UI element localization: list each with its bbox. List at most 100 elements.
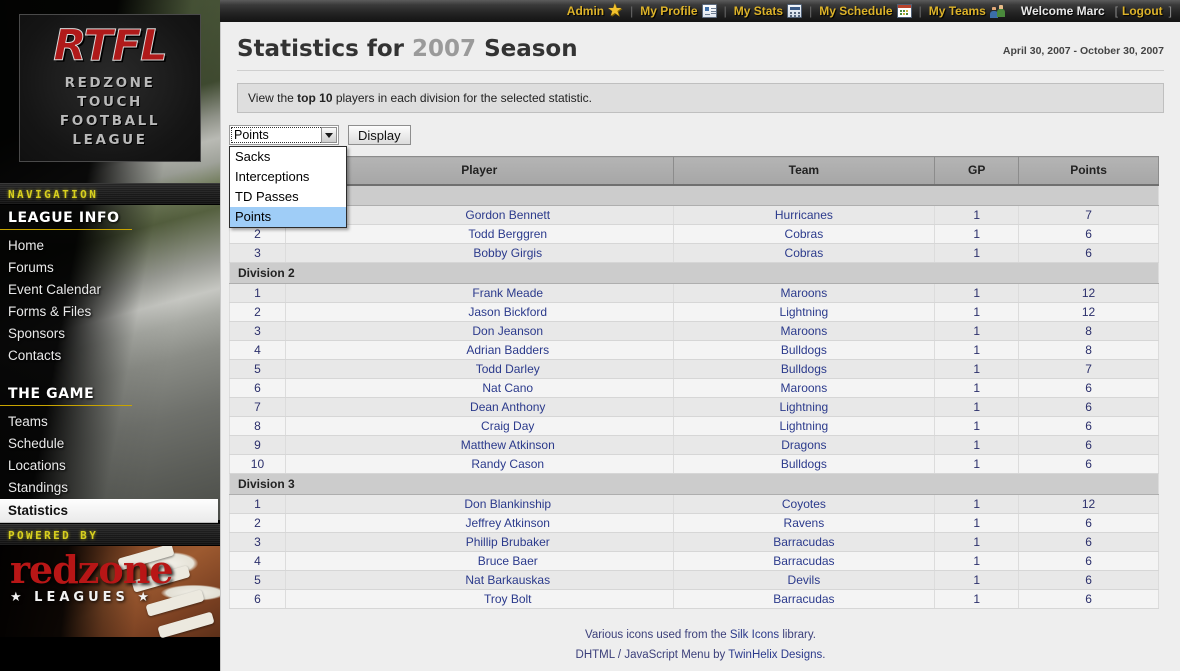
league-logo[interactable]: RTFL REDZONE TOUCH FOOTBALL LEAGUE [19, 14, 201, 162]
table-row: 2 Todd Berggren Cobras 1 6 [229, 224, 1159, 244]
team-link[interactable]: Cobras [784, 227, 824, 241]
stat-select-value: Points [234, 128, 269, 142]
team-link[interactable]: Lightning [779, 400, 829, 414]
cell-gp: 1 [934, 570, 1020, 590]
sidebar-item-schedule[interactable]: Schedule [8, 436, 65, 451]
player-link[interactable]: Don Jeanson [472, 324, 544, 338]
cell-team: Cobras [672, 243, 936, 263]
cell-gp: 1 [934, 359, 1020, 379]
team-link[interactable]: Lightning [779, 305, 829, 319]
player-link[interactable]: Gordon Bennett [465, 208, 551, 222]
cell-player: Todd Berggren [284, 224, 674, 244]
cell-points: 8 [1018, 340, 1159, 360]
logout-link[interactable]: Logout [1122, 4, 1163, 18]
sidebar-item-teams[interactable]: Teams [8, 414, 48, 429]
stat-option-td-passes[interactable]: TD Passes [235, 189, 299, 204]
player-link[interactable]: Frank Meade [472, 286, 544, 300]
team-link[interactable]: Cobras [784, 246, 824, 260]
sidebar-item-statistics[interactable]: Statistics [0, 499, 218, 523]
twinhelix-link[interactable]: TwinHelix Designs [728, 649, 823, 661]
footer-line-2: DHTML / JavaScript Menu by TwinHelix Des… [221, 645, 1180, 665]
player-link[interactable]: Craig Day [481, 419, 535, 433]
player-link[interactable]: Phillip Brubaker [465, 535, 550, 549]
cell-player: Jason Bickford [284, 302, 674, 322]
table-row: 10 Randy Cason Bulldogs 1 6 [229, 454, 1159, 474]
player-link[interactable]: Todd Darley [475, 362, 540, 376]
topbar-link-admin[interactable]: Admin ★ [566, 2, 623, 19]
player-link[interactable]: Matthew Atkinson [460, 438, 555, 452]
team-link[interactable]: Ravens [783, 516, 825, 530]
footer-line-1-post: library. [779, 629, 816, 641]
topbar-link-my-schedule[interactable]: My Schedule [819, 4, 912, 18]
topbar-label-admin: Admin [566, 4, 605, 18]
sidebar-item-contacts[interactable]: Contacts [8, 348, 62, 363]
footer-line-2-pre: DHTML / JavaScript Menu by [575, 649, 729, 661]
cell-player: Jeffrey Atkinson [284, 513, 674, 533]
stat-option-sacks[interactable]: Sacks [235, 149, 271, 164]
star-icon: ★ [608, 2, 622, 19]
player-link[interactable]: Adrian Badders [466, 343, 550, 357]
sidebar-item-forms-files[interactable]: Forms & Files [8, 304, 92, 319]
cell-gp: 1 [934, 340, 1020, 360]
player-link[interactable]: Nat Cano [482, 381, 534, 395]
table-row: 4 Bruce Baer Barracudas 1 6 [229, 551, 1159, 571]
sidebar-section-the-game: THE GAME Teams Schedule Locations Standi… [0, 386, 220, 523]
team-link[interactable]: Dragons [781, 438, 827, 452]
cell-rank: 9 [229, 435, 286, 455]
player-link[interactable]: Troy Bolt [483, 592, 532, 606]
chevron-down-icon[interactable] [321, 127, 337, 143]
silk-icons-link[interactable]: Silk Icons [729, 629, 780, 641]
team-link[interactable]: Devils [787, 573, 821, 587]
player-link[interactable]: Don Blankinship [464, 497, 552, 511]
cell-points: 6 [1018, 397, 1159, 417]
stat-option-interceptions[interactable]: Interceptions [235, 169, 310, 184]
cell-team: Hurricanes [672, 205, 936, 225]
team-link[interactable]: Coyotes [781, 497, 826, 511]
cell-rank: 2 [229, 224, 286, 244]
topbar-link-my-profile[interactable]: My Profile [640, 4, 717, 18]
team-link[interactable]: Bulldogs [780, 362, 827, 376]
team-link[interactable]: Hurricanes [774, 208, 833, 222]
team-link[interactable]: Barracudas [773, 535, 835, 549]
stat-select[interactable]: Points [229, 125, 339, 145]
player-link[interactable]: Nat Barkauskas [465, 573, 551, 587]
sidebar-item-sponsors[interactable]: Sponsors [8, 326, 66, 341]
team-link[interactable]: Barracudas [773, 554, 835, 568]
sidebar-item-forums[interactable]: Forums [8, 260, 54, 275]
topbar-link-my-teams[interactable]: My Teams [929, 4, 1005, 18]
team-link[interactable]: Maroons [780, 286, 828, 300]
cell-gp: 1 [934, 589, 1020, 609]
cell-team: Bulldogs [672, 359, 936, 379]
table-row: 3 Don Jeanson Maroons 1 8 [229, 321, 1159, 341]
player-link[interactable]: Dean Anthony [470, 400, 546, 414]
team-link[interactable]: Barracudas [773, 592, 835, 606]
cell-player: Gordon Bennett [284, 205, 674, 225]
sidebar-item-locations[interactable]: Locations [8, 458, 66, 473]
redzone-wordmark: redzone [10, 547, 174, 592]
team-link[interactable]: Maroons [780, 324, 828, 338]
player-link[interactable]: Randy Cason [471, 457, 545, 471]
player-link[interactable]: Bruce Baer [477, 554, 538, 568]
team-link[interactable]: Bulldogs [780, 457, 827, 471]
player-link[interactable]: Todd Berggren [468, 227, 548, 241]
redzone-leagues-logo[interactable]: redzone ★ LEAGUES ★ [10, 547, 174, 606]
team-link[interactable]: Bulldogs [780, 343, 827, 357]
sidebar-item-home[interactable]: Home [8, 238, 45, 253]
users-icon [989, 4, 1005, 18]
player-link[interactable]: Bobby Girgis [473, 246, 543, 260]
cell-player: Randy Cason [284, 454, 674, 474]
topbar-link-my-stats[interactable]: My Stats [734, 4, 803, 18]
sidebar-item-standings[interactable]: Standings [8, 480, 69, 495]
player-link[interactable]: Jason Bickford [468, 305, 548, 319]
cell-rank: 1 [229, 283, 286, 303]
navigation-led-label: NAVIGATION [0, 183, 220, 205]
player-link[interactable]: Jeffrey Atkinson [465, 516, 550, 530]
sidebar-item-event-calendar[interactable]: Event Calendar [8, 282, 102, 297]
stat-option-points[interactable]: Points [230, 207, 346, 227]
display-button[interactable]: Display [348, 125, 411, 145]
stat-dropdown-list[interactable]: Sacks Interceptions TD Passes Points [229, 146, 347, 228]
team-link[interactable]: Lightning [779, 419, 829, 433]
cell-team: Barracudas [672, 589, 936, 609]
team-link[interactable]: Maroons [780, 381, 828, 395]
